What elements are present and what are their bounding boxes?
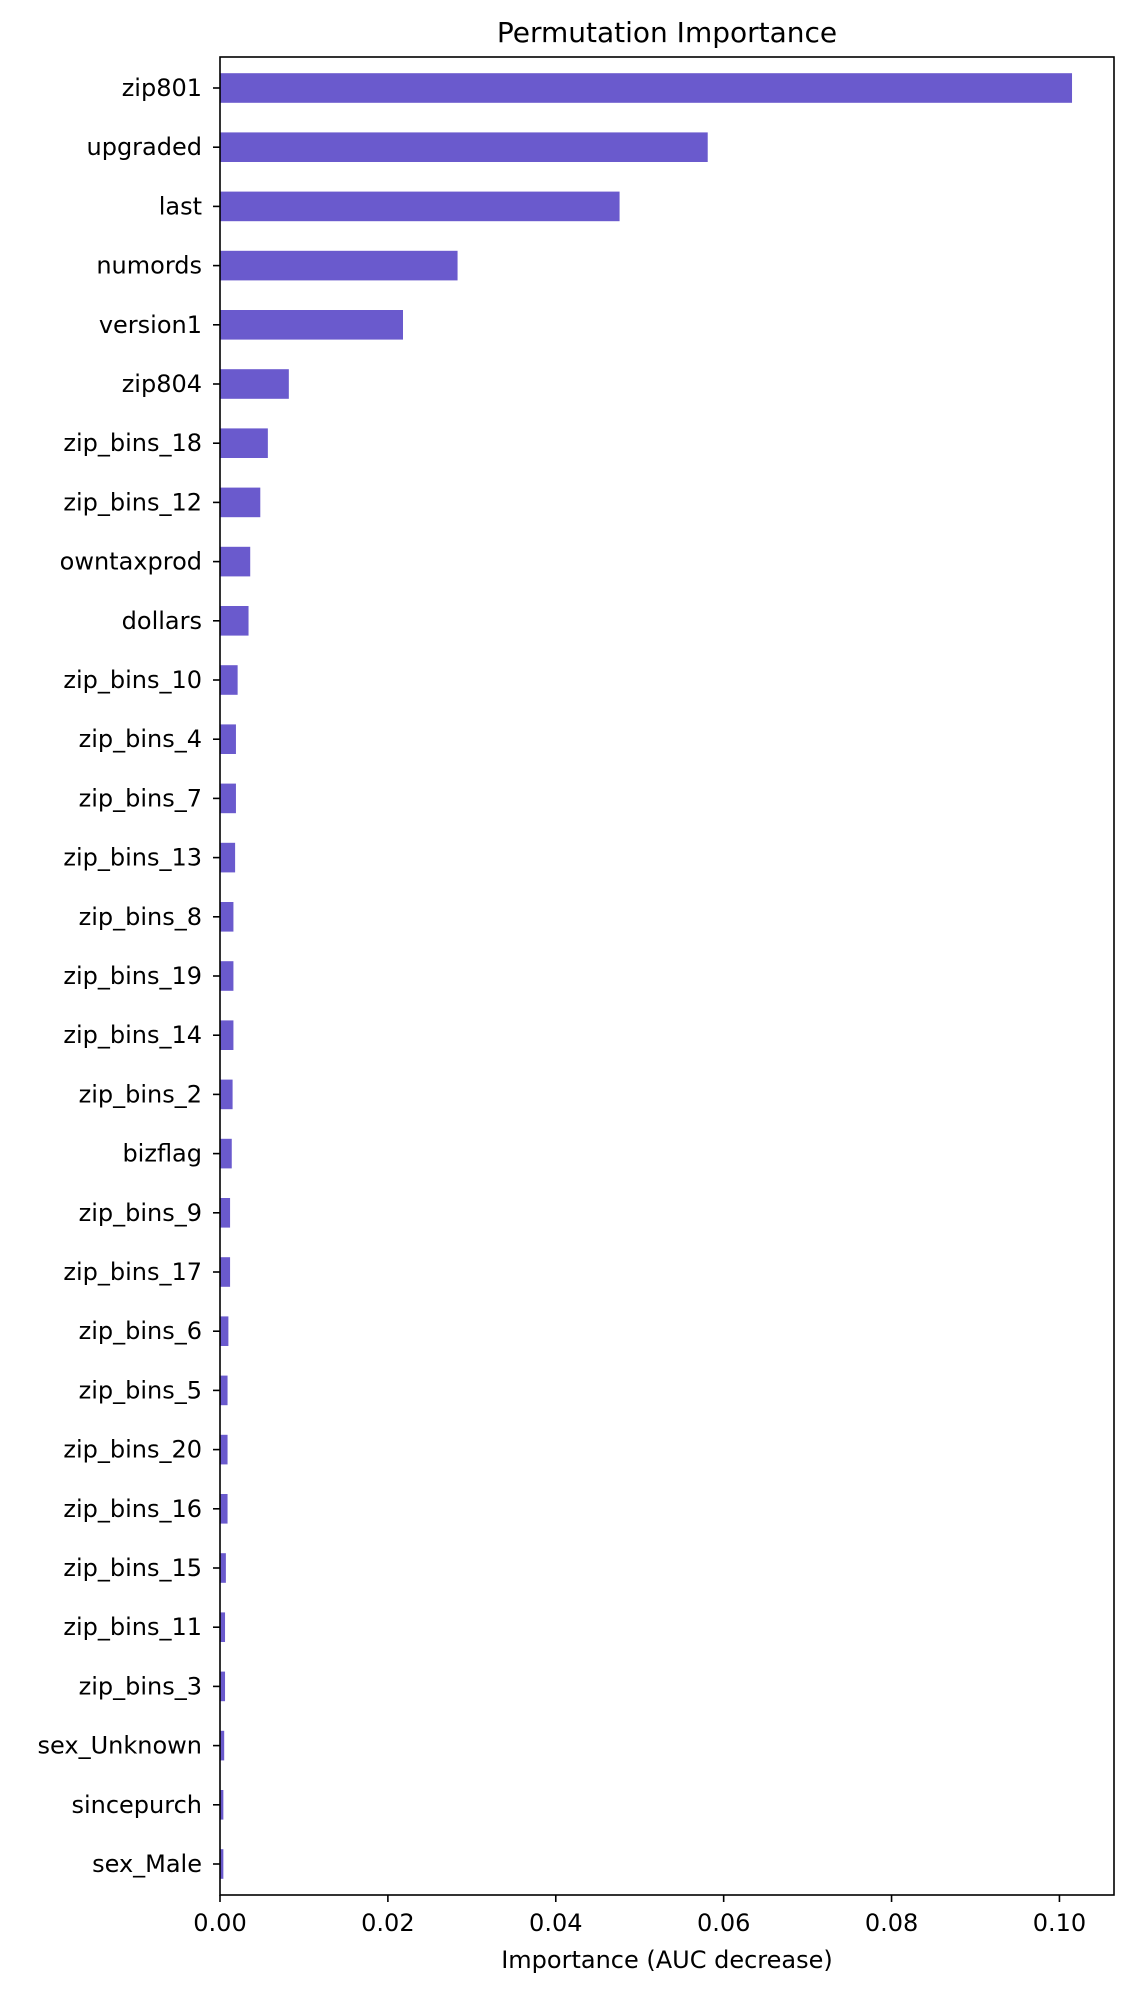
bar-zip_bins_10	[220, 665, 238, 695]
y-tick-label: upgraded	[87, 133, 203, 161]
y-tick-label: zip_bins_20	[63, 1436, 202, 1464]
bars-layer	[220, 73, 1073, 1879]
y-tick-label: zip_bins_17	[63, 1258, 202, 1286]
y-tick-label: zip_bins_4	[79, 725, 202, 753]
bar-zip_bins_8	[220, 902, 234, 932]
bar-zip_bins_5	[220, 1375, 228, 1406]
y-tick-label: zip801	[122, 74, 202, 102]
y-tick-label: zip_bins_2	[79, 1080, 202, 1108]
bar-upgraded	[220, 132, 708, 162]
y-tick-label: zip_bins_11	[63, 1613, 202, 1641]
bar-zip_bins_11	[220, 1612, 226, 1642]
bar-zip_bins_7	[220, 783, 236, 814]
y-tick-label: zip_bins_7	[79, 784, 202, 812]
y-tick-label: zip_bins_6	[79, 1317, 202, 1345]
y-tick-label: zip_bins_12	[63, 488, 202, 516]
y-tick-label: version1	[99, 311, 202, 339]
bar-zip_bins_18	[220, 428, 268, 458]
bar-zip_bins_17	[220, 1257, 231, 1287]
bar-zip_bins_4	[220, 724, 236, 754]
y-tick-label: owntaxprod	[60, 548, 202, 576]
bar-zip_bins_13	[220, 842, 236, 873]
x-tick-label: 0.00	[193, 1909, 246, 1937]
y-axis-ticks: zip801 upgraded last numords version1 zip804 z…	[38, 74, 220, 1878]
bar-zip804	[220, 369, 289, 399]
bar-zip_bins_14	[220, 1020, 234, 1050]
y-tick-label: zip_bins_18	[63, 429, 202, 457]
x-axis-ticks: 0.00 0.02 0.04 0.06 0.08 0.10	[193, 1895, 1086, 1937]
y-tick-label: zip_bins_13	[63, 844, 202, 872]
bar-last	[220, 191, 620, 222]
bar-zip_bins_6	[220, 1316, 229, 1346]
chart-title: Permutation Importance	[497, 16, 837, 49]
y-tick-label: zip_bins_16	[63, 1495, 202, 1523]
x-tick-label: 0.06	[697, 1909, 750, 1937]
y-tick-label: zip_bins_14	[63, 1021, 202, 1049]
bar-zip_bins_20	[220, 1434, 228, 1465]
y-tick-label: sincepurch	[71, 1791, 202, 1819]
bar-zip_bins_15	[220, 1553, 226, 1583]
bar-sex_Male	[220, 1849, 224, 1879]
bar-zip801	[220, 73, 1073, 103]
y-tick-label: zip_bins_10	[63, 666, 202, 694]
y-tick-label: bizflag	[122, 1140, 202, 1168]
plot-frame	[219, 56, 1115, 1896]
bar-dollars	[220, 606, 249, 636]
bar-version1	[220, 310, 403, 340]
bar-bizflag	[220, 1138, 232, 1169]
y-tick-label: zip_bins_5	[79, 1376, 202, 1404]
bar-numords	[220, 250, 458, 281]
y-tick-label: zip_bins_9	[79, 1199, 202, 1227]
bar-zip_bins_19	[220, 961, 234, 991]
bar-zip_bins_3	[220, 1671, 226, 1702]
y-tick-label: sex_Unknown	[38, 1732, 202, 1760]
x-axis-label: Importance (AUC decrease)	[501, 1946, 833, 1974]
y-tick-label: zip_bins_15	[63, 1554, 202, 1582]
y-tick-label: dollars	[122, 607, 202, 635]
y-tick-label: zip_bins_19	[63, 962, 202, 990]
x-tick-label: 0.10	[1033, 1909, 1086, 1937]
x-tick-label: 0.08	[865, 1909, 918, 1937]
y-tick-label: numords	[96, 252, 202, 280]
bar-owntaxprod	[220, 546, 251, 577]
y-tick-label: zip804	[122, 370, 202, 398]
x-tick-label: 0.04	[529, 1909, 582, 1937]
y-tick-label: zip_bins_3	[79, 1672, 202, 1700]
y-tick-label: sex_Male	[92, 1850, 202, 1878]
bar-sex_Unknown	[220, 1730, 225, 1761]
bar-zip_bins_12	[220, 487, 261, 518]
bar-zip_bins_16	[220, 1494, 228, 1524]
bar-zip_bins_2	[220, 1079, 233, 1110]
bar-sincepurch	[220, 1790, 224, 1820]
y-tick-label: last	[159, 192, 202, 220]
y-tick-label: zip_bins_8	[79, 903, 202, 931]
bar-zip_bins_9	[220, 1198, 231, 1228]
x-tick-label: 0.02	[361, 1909, 414, 1937]
